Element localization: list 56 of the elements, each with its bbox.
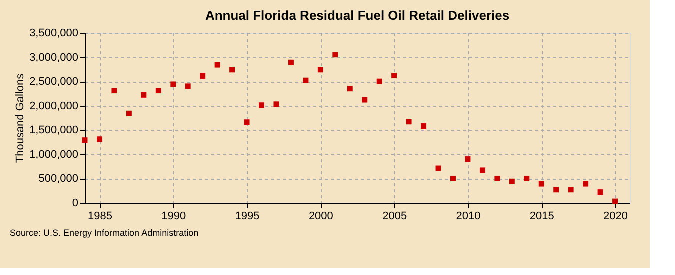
point [274, 102, 280, 108]
point [480, 168, 486, 174]
point [112, 88, 118, 94]
x-tick-label: 2015 [530, 210, 554, 222]
point [436, 166, 442, 172]
point [332, 52, 338, 58]
point [450, 176, 456, 182]
point [259, 102, 264, 108]
point [318, 67, 324, 73]
point [288, 60, 294, 66]
x-tick-label: 1995 [235, 210, 260, 222]
point [362, 97, 368, 103]
point [303, 78, 309, 84]
point [170, 82, 176, 88]
x-tick-label: 2020 [604, 210, 628, 222]
y-tick-label: 1,500,000 [30, 124, 78, 137]
point [82, 138, 88, 144]
point [244, 120, 250, 126]
y-tick-label: 0 [72, 198, 78, 210]
point [612, 198, 618, 204]
y-axis-title: Thousand Gallons [14, 73, 27, 164]
point [200, 73, 206, 79]
point [185, 84, 191, 90]
y-tick-label: 2,500,000 [30, 76, 78, 88]
x-tick-label: 2000 [308, 210, 334, 222]
point [598, 190, 604, 196]
point [156, 88, 162, 94]
x-tick-label: 1990 [162, 210, 186, 222]
chart-title: Annual Florida Residual Fuel Oil Retail Deliveries [205, 8, 510, 23]
point [214, 62, 220, 68]
x-tick-label: 1985 [88, 210, 112, 222]
x-tick-label: 2010 [456, 210, 481, 222]
y-tick-label: 3,500,000 [30, 28, 78, 40]
point [509, 178, 515, 184]
point [392, 73, 398, 78]
point [538, 181, 544, 187]
x-tick-label: 2005 [382, 210, 408, 222]
point [96, 136, 102, 142]
y-tick-label: 2,000,000 [30, 100, 78, 112]
point [347, 86, 353, 92]
y-tick-label: 1,000,000 [30, 148, 78, 161]
y-tick-label: 500,000 [38, 173, 78, 186]
point [141, 92, 147, 98]
point [554, 187, 560, 193]
point [524, 176, 530, 182]
y-tick-label: 3,000,000 [30, 52, 78, 64]
point [568, 187, 574, 193]
source-note: Source: U.S. Energy Information Administration [10, 228, 199, 238]
point [583, 181, 589, 187]
point [494, 176, 500, 182]
point [421, 124, 427, 129]
point [465, 156, 471, 162]
point [406, 119, 412, 125]
point [126, 110, 132, 116]
point [230, 67, 236, 73]
point [376, 78, 382, 84]
